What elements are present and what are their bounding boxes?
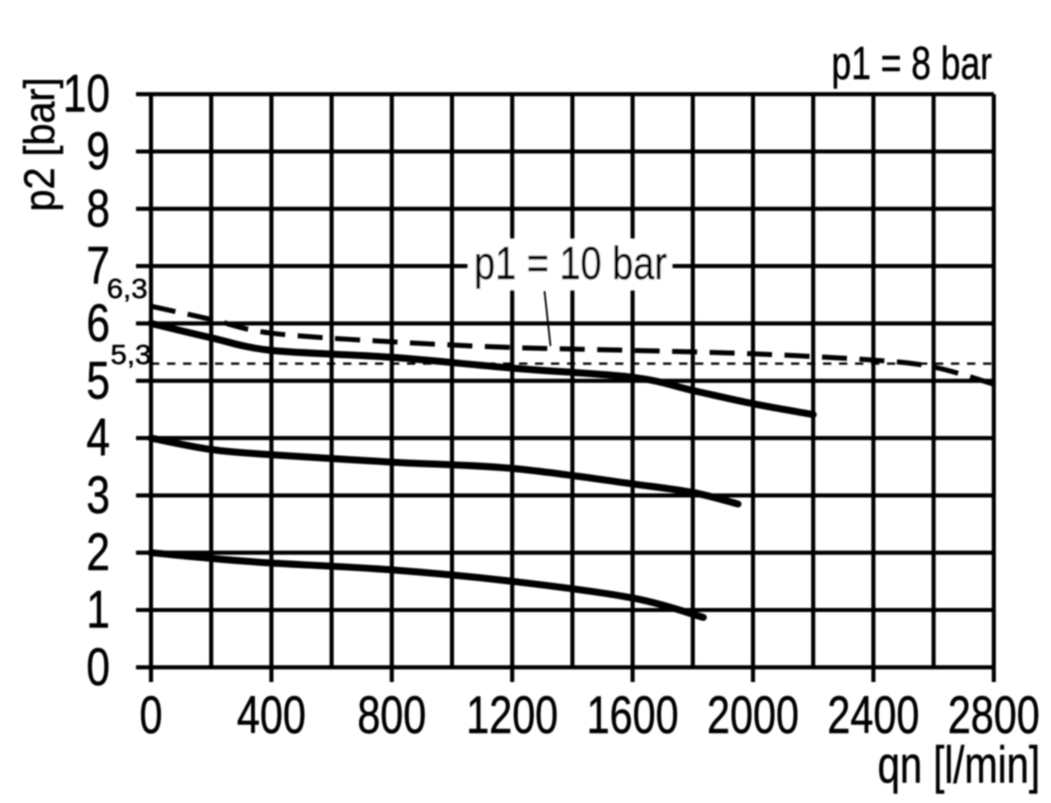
svg-text:800: 800 [357, 686, 426, 745]
svg-text:p1 = 8 bar: p1 = 8 bar [832, 38, 992, 90]
svg-text:4: 4 [86, 409, 110, 468]
svg-text:0: 0 [86, 638, 110, 697]
svg-text:2: 2 [86, 524, 110, 583]
svg-text:400: 400 [237, 686, 306, 745]
svg-text:2800: 2800 [948, 686, 1040, 745]
svg-text:1200: 1200 [466, 686, 558, 745]
svg-text:5: 5 [86, 352, 110, 411]
svg-text:3: 3 [86, 467, 110, 526]
svg-text:10: 10 [63, 65, 110, 124]
svg-text:1: 1 [86, 581, 110, 640]
svg-text:6,3: 6,3 [107, 274, 148, 305]
svg-text:p2 [bar]: p2 [bar] [15, 77, 63, 211]
svg-text:7: 7 [86, 237, 110, 296]
svg-text:1600: 1600 [587, 686, 679, 745]
svg-text:5,3: 5,3 [111, 340, 152, 371]
svg-text:qn [l/min]: qn [l/min] [878, 735, 1040, 793]
svg-text:2400: 2400 [827, 686, 919, 745]
svg-text:2000: 2000 [707, 686, 799, 745]
svg-text:6: 6 [86, 295, 110, 354]
svg-text:p1 = 10 bar: p1 = 10 bar [474, 238, 667, 289]
svg-text:9: 9 [86, 123, 110, 182]
svg-text:0: 0 [140, 686, 163, 745]
svg-text:8: 8 [86, 180, 110, 239]
